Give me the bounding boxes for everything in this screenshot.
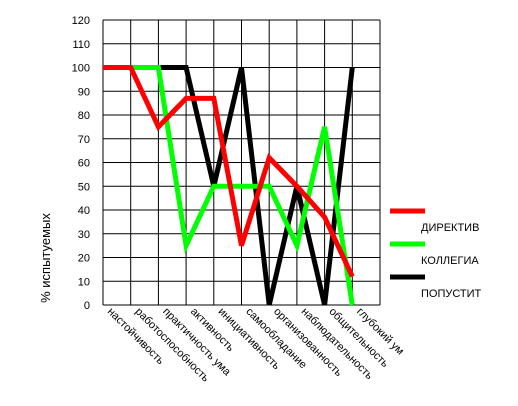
y-axis-label: % испытуемых bbox=[38, 213, 53, 303]
legend: ДИРЕКТИВ КОЛЛЕГИА ПОПУСТИТ bbox=[390, 208, 482, 300]
y-tick-label: 100 bbox=[72, 63, 90, 75]
y-tick-label: 120 bbox=[72, 15, 90, 27]
grid-lines bbox=[102, 19, 381, 306]
y-tick-label: 40 bbox=[78, 205, 90, 217]
legend-label: ПОПУСТИТ bbox=[421, 288, 482, 300]
y-tick-label: 10 bbox=[78, 276, 90, 288]
y-tick-label: 60 bbox=[78, 158, 90, 170]
y-tick-label: 30 bbox=[78, 229, 90, 241]
y-tick-label: 70 bbox=[78, 134, 90, 146]
y-tick-label: 0 bbox=[84, 300, 90, 312]
legend-label: КОЛЛЕГИА bbox=[421, 255, 479, 267]
series-line bbox=[103, 65, 355, 278]
legend-label: ДИРЕКТИВ bbox=[421, 222, 479, 234]
y-tick-label: 20 bbox=[78, 253, 90, 265]
y-tick-label: 50 bbox=[78, 181, 90, 193]
y-tick-labels: 0 10 20 30 40 50 60 70 80 90 100 110 120 bbox=[72, 15, 90, 312]
series-line bbox=[103, 65, 355, 306]
x-tick-labels: настойчивостьработоспособностьпрактичнос… bbox=[105, 306, 406, 385]
y-tick-label: 80 bbox=[78, 110, 90, 122]
y-tick-label: 110 bbox=[72, 39, 90, 51]
series-lines bbox=[103, 65, 355, 306]
y-tick-label: 90 bbox=[78, 86, 90, 98]
